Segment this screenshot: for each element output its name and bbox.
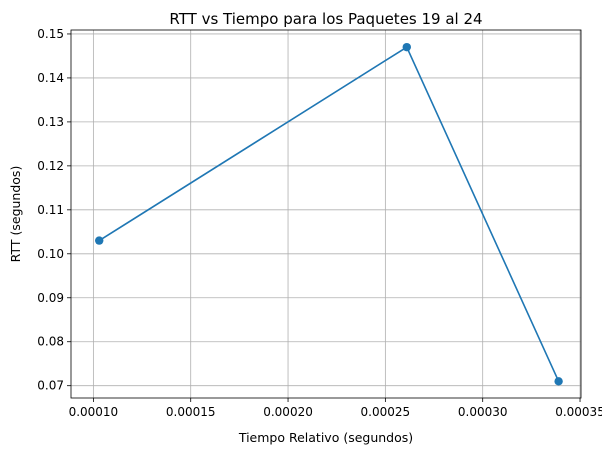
- y-axis: 0.07 0.08 0.09 0.10 0.11 0.12 0.13 0.14 0.15: [37, 27, 71, 393]
- chart-title: RTT vs Tiempo para los Paquetes 19 al 24: [169, 10, 482, 28]
- x-tick-label: 0.00020: [263, 405, 313, 419]
- y-tick-label: 0.11: [37, 203, 64, 217]
- x-tick-label: 0.00010: [69, 405, 119, 419]
- y-tick-label: 0.14: [37, 71, 64, 85]
- y-tick-label: 0.10: [37, 247, 64, 261]
- y-tick-label: 0.13: [37, 115, 64, 129]
- x-axis-label: Tiempo Relativo (segundos): [238, 430, 413, 445]
- y-axis-label: RTT (segundos): [8, 166, 23, 263]
- data-point: [402, 42, 411, 52]
- plot-area: [95, 42, 563, 386]
- series-line: [98, 45, 560, 382]
- y-tick-label: 0.09: [37, 291, 64, 305]
- x-tick-label: 0.00025: [361, 405, 411, 419]
- data-point: [95, 236, 104, 245]
- x-tick-label: 0.00035: [555, 405, 602, 419]
- y-tick-label: 0.07: [37, 379, 64, 393]
- y-tick-label: 0.08: [37, 335, 64, 349]
- grid: [71, 30, 581, 398]
- y-tick-label: 0.12: [37, 159, 64, 173]
- y-tick-label: 0.15: [37, 27, 64, 41]
- plot-frame: [70, 29, 582, 399]
- x-tick-label: 0.00015: [166, 405, 216, 419]
- x-tick-label: 0.00030: [458, 405, 508, 419]
- data-point: [554, 377, 563, 386]
- x-axis: 0.00010 0.00015 0.00020 0.00025 0.00030 0.000…: [69, 398, 602, 419]
